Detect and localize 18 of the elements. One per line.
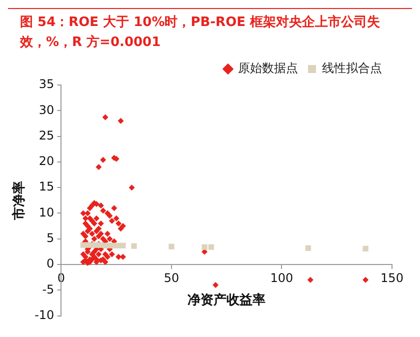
x-tick-label: 50 [164, 270, 180, 285]
x-axis-title: 净资产收益率 [188, 292, 266, 308]
legend-label: 原始数据点 [238, 61, 298, 76]
legend-label: 线性拟合点 [322, 61, 382, 76]
chart-title: 图 54：ROE 大于 10%时，PB-ROE 框架对央企上市公司失效，%，R 方=0.0001 [8, 8, 412, 53]
y-axis-title: 市净率 [11, 180, 28, 221]
y-tick-label: 0 [46, 256, 54, 271]
y-tick-label: 15 [38, 180, 54, 194]
x-tick-label: 150 [380, 270, 404, 285]
y-tick-label: 25 [38, 128, 54, 142]
y-tick-label: 5 [46, 230, 54, 245]
y-tick-label: -10 [34, 308, 54, 322]
y-tick-label: 30 [38, 102, 54, 117]
x-tick-label: 100 [270, 270, 294, 285]
y-tick-label: 35 [38, 77, 54, 92]
y-tick-label: 20 [38, 154, 54, 168]
y-tick-label: 10 [38, 205, 54, 220]
y-tick-label: -5 [42, 282, 54, 296]
